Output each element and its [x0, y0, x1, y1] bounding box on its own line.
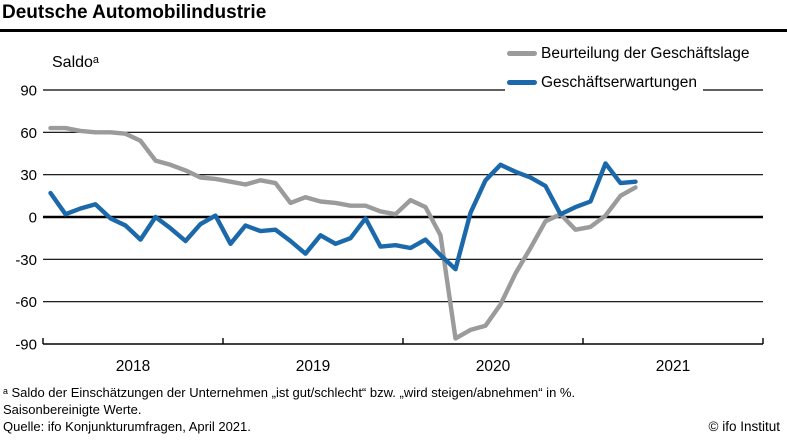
- y-tick-label: 30: [20, 167, 37, 184]
- title-rule: [0, 29, 787, 32]
- y-tick-label: -60: [15, 294, 37, 311]
- footnote-source: Quelle: ifo Konjunkturumfragen, April 20…: [3, 419, 251, 434]
- series-line-erwartungen: [48, 161, 638, 272]
- footnote-seasonal: Saisonbereinigte Werte.: [3, 402, 142, 417]
- legend: Beurteilung der Geschäftslage Geschäftse…: [505, 42, 756, 100]
- series-line-geschaeftslage: [48, 125, 638, 341]
- x-tick-label: 2019: [296, 358, 330, 375]
- page-title: Deutsche Automobilindustrie: [2, 2, 267, 23]
- x-tick-label: 2021: [656, 358, 690, 375]
- x-tick-label: 2018: [116, 358, 150, 375]
- y-axis-unit-label: Saldoᵃ: [52, 54, 99, 71]
- legend-label-erwartungen: Geschäftserwartungen: [541, 74, 697, 91]
- y-tick-label: 60: [20, 125, 37, 142]
- legend-label-geschaeftslage: Beurteilung der Geschäftslage: [541, 45, 750, 62]
- y-tick-label: 90: [20, 83, 37, 100]
- x-tick-label: 2020: [476, 358, 511, 375]
- gray-line-swatch-icon: [507, 51, 537, 56]
- legend-item-erwartungen: Geschäftserwartungen: [505, 71, 703, 94]
- copyright-note: © ifo Institut: [708, 419, 780, 434]
- footnote-definition: ᵃ Saldo der Einschätzungen der Unternehm…: [3, 385, 576, 400]
- legend-item-geschaeftslage: Beurteilung der Geschäftslage: [505, 42, 756, 65]
- y-tick-label: -90: [15, 337, 37, 354]
- y-tick-label: 0: [29, 210, 37, 227]
- blue-line-swatch-icon: [507, 80, 537, 85]
- footnotes: ᵃ Saldo der Einschätzungen der Unternehm…: [3, 384, 783, 435]
- y-tick-label: -30: [15, 252, 37, 269]
